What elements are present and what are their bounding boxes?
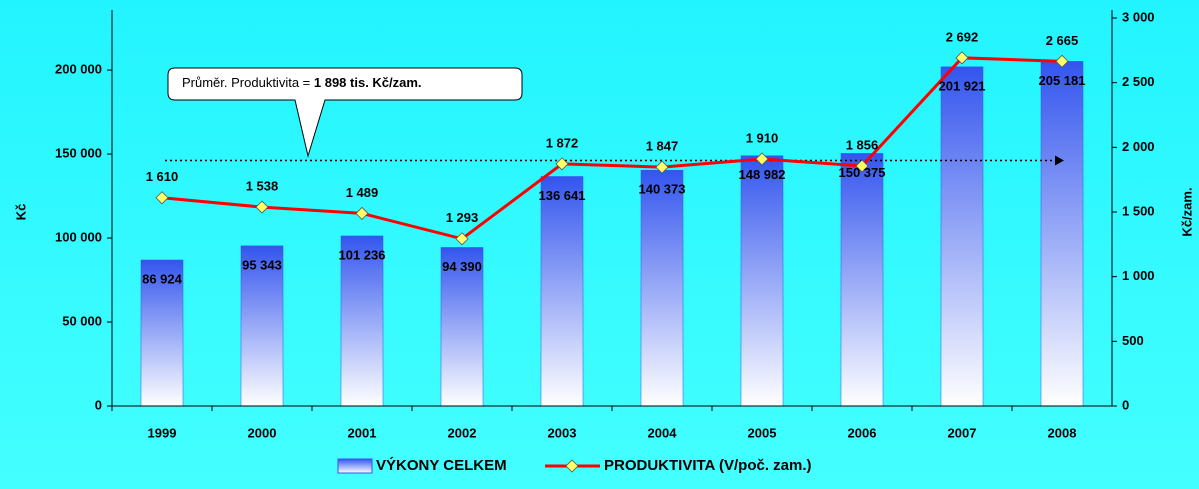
bar — [940, 66, 984, 407]
average-arrow — [1055, 155, 1064, 166]
y2-tick-label: 2 000 — [1122, 139, 1155, 154]
data-label: 1 489 — [346, 185, 379, 200]
y2-axis-label: Kč/zam. — [1179, 187, 1194, 236]
bar — [740, 155, 784, 407]
bar — [540, 176, 584, 407]
bar — [840, 153, 884, 407]
y2-tick-label: 1 000 — [1122, 268, 1155, 283]
data-label: 201 921 — [939, 78, 986, 93]
marker — [855, 159, 869, 173]
marker — [655, 160, 669, 174]
data-label: 1 293 — [446, 210, 479, 225]
x-tick-label: 2001 — [348, 425, 377, 440]
x-tick-label: 2007 — [948, 425, 977, 440]
legend-marker — [565, 459, 579, 473]
y2-tick-label: 500 — [1122, 333, 1144, 348]
callout-value: 1 898 tis. Kč/zam. — [314, 75, 422, 90]
y2-tick-label: 2 500 — [1122, 74, 1155, 89]
callout-label: Průměr. Produktivita = — [182, 75, 314, 90]
callout-text: Průměr. Produktivita = 1 898 tis. Kč/zam… — [182, 75, 422, 90]
x-tick-label: 2002 — [448, 425, 477, 440]
marker — [255, 200, 269, 214]
marker — [955, 51, 969, 65]
data-label: 2 665 — [1046, 33, 1079, 48]
x-tick-label: 2006 — [848, 425, 877, 440]
callout — [167, 67, 523, 158]
data-label: 2 692 — [946, 29, 979, 44]
data-label: 101 236 — [339, 247, 386, 262]
data-label: 1 538 — [246, 179, 279, 194]
y-tick-label: 150 000 — [55, 145, 102, 160]
marker — [555, 157, 569, 171]
y2-tick-label: 1 500 — [1122, 203, 1155, 218]
legend-label: PRODUKTIVITA (V/poč. zam.) — [604, 457, 812, 474]
legend-swatch — [337, 458, 373, 474]
data-label: 148 982 — [739, 167, 786, 182]
marker — [355, 206, 369, 220]
x-tick-label: 1999 — [148, 425, 177, 440]
y-tick-label: 50 000 — [62, 313, 102, 328]
y-tick-label: 200 000 — [55, 62, 102, 77]
data-label: 1 847 — [646, 139, 679, 154]
data-label: 95 343 — [242, 257, 282, 272]
bar — [240, 245, 284, 407]
bar — [640, 169, 684, 407]
y2-tick-label: 3 000 — [1122, 9, 1155, 24]
x-tick-label: 2003 — [548, 425, 577, 440]
y2-tick-label: 0 — [1122, 397, 1129, 412]
x-tick-label: 2008 — [1048, 425, 1077, 440]
bar — [1040, 61, 1084, 407]
data-label: 150 375 — [839, 165, 886, 180]
line — [161, 56, 1063, 241]
y-axis-label: Kč — [13, 204, 28, 221]
legend-label: VÝKONY CELKEM — [376, 456, 507, 474]
bar — [440, 247, 484, 407]
x-tick-label: 2000 — [248, 425, 277, 440]
data-label: 86 924 — [142, 271, 183, 286]
y-tick-label: 0 — [95, 397, 102, 412]
marker — [455, 232, 469, 246]
y-tick-label: 100 000 — [55, 229, 102, 244]
data-label: 1 856 — [846, 137, 879, 152]
bar — [340, 235, 384, 407]
data-label: 136 641 — [539, 188, 586, 203]
bar — [140, 259, 184, 407]
marker — [1055, 54, 1069, 68]
plot-area — [140, 61, 1084, 407]
marker — [755, 152, 769, 166]
marker — [155, 191, 169, 205]
x-tick-label: 2005 — [748, 425, 777, 440]
data-label: 94 390 — [442, 259, 482, 274]
data-label: 1 610 — [146, 169, 179, 184]
data-label: 1 910 — [746, 130, 779, 145]
data-label: 1 872 — [546, 135, 579, 150]
data-label: 140 373 — [639, 182, 686, 197]
x-tick-label: 2004 — [648, 425, 678, 440]
data-label: 205 181 — [1039, 73, 1086, 88]
